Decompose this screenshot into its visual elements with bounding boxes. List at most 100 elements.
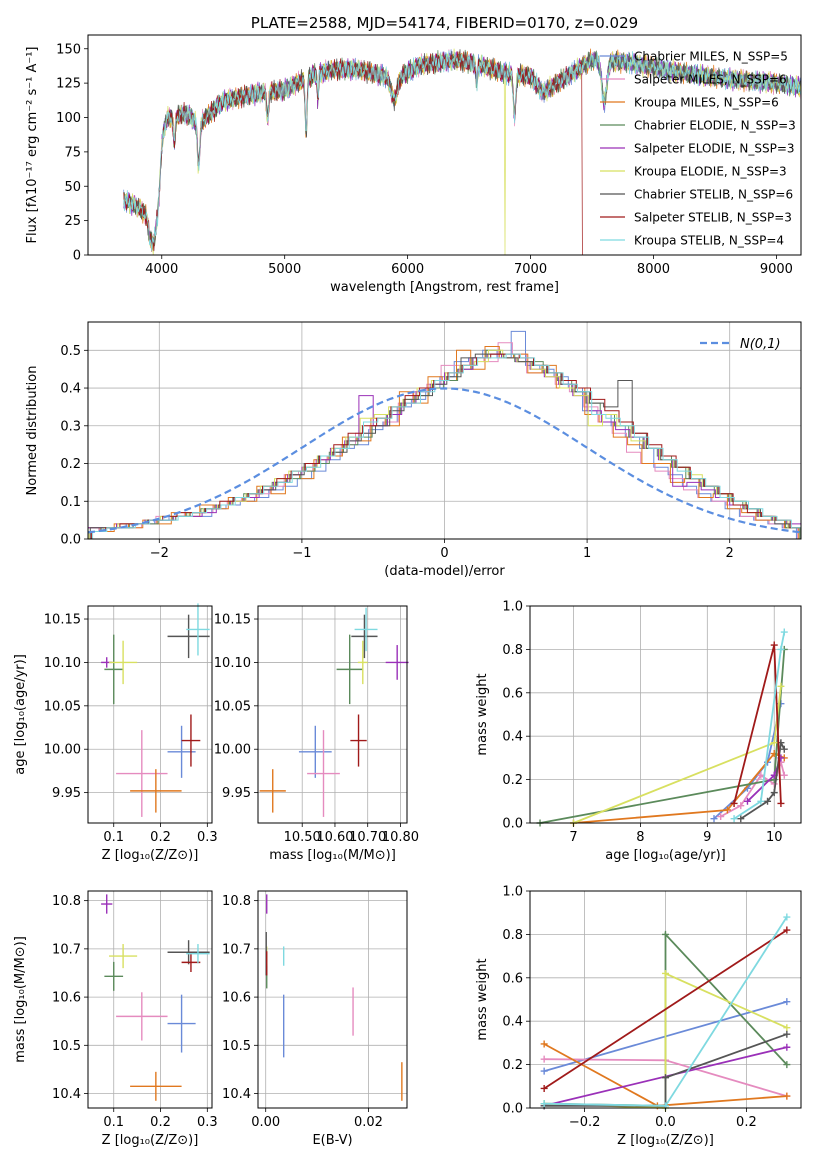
residual_histogram-xtick-label-2: 0: [440, 546, 448, 561]
age_vs_mass-point-salpeter-elodie: [385, 645, 409, 680]
mass_weight_vs_age-ytick-label-3: 0.6: [502, 686, 523, 701]
mass_weight_vs_Z-series-chabrier-stelib-line: [544, 1033, 788, 1107]
mass_weight_vs_age-series-kroupa-stelib: [730, 628, 788, 823]
mass_vs_Z-point-kroupa-miles: [130, 1071, 182, 1101]
spectrum-line-salpeter-stelib: [123, 51, 583, 255]
residual_histogram-ytick-label-1: 0.1: [60, 495, 81, 510]
mass_weight_vs_age-xtick-label-1: 8: [636, 830, 644, 845]
mass_weight_vs_Z-series-chabrier-elodie-marker-2: [662, 930, 669, 938]
residual_histogram-ylabel: Normed distribution: [25, 366, 40, 496]
mass_weight_vs_age-series-salpeter-miles-marker-5: [780, 771, 788, 779]
spectrum-frame: [87, 34, 802, 256]
mass_weight_vs_Z-ytick-label-2: 0.4: [502, 1015, 523, 1030]
mass_weight_vs_Z-series-salpeter-stelib-line: [543, 929, 788, 1090]
mass_vs_ebv-ytick-label-2: 10.6: [222, 991, 251, 1006]
age_vs_mass-ytick-label-4: 10.15: [214, 613, 251, 628]
age_vs_Z-panel: 0.1 0.2 0.3 9.95 10.00 10.05 10.10 10.15 Z [log₁…: [13, 603, 218, 863]
mass_vs_ebv-xtick-label-1: 0.02: [354, 1115, 383, 1130]
age_vs_mass-xtick-label-2: 10.70: [349, 830, 386, 845]
residual_histogram-xtick-label-1: −1: [292, 546, 311, 561]
hist-step-salpeter-miles: [88, 342, 799, 539]
mass_weight_vs_age-series-salpeter-stelib-marker-1: [770, 641, 778, 649]
mass_weight_vs_age-series-salpeter-elodie-marker-0: [743, 797, 751, 805]
mass_weight_vs_Z-series-chabrier-miles-marker-0: [540, 1067, 548, 1075]
mass_vs_ebv-ytick-label-3: 10.7: [222, 942, 251, 957]
mass_weight_vs_Z-series-kroupa-stelib-marker-2: [783, 913, 791, 921]
age_vs_mass-xlabel: mass [log₁₀(M/M⊙)]: [269, 848, 396, 863]
spectrum-ytick-label-6: 150: [56, 42, 81, 57]
spectrum-xtick-label-3: 7000: [514, 262, 547, 277]
residual_histogram-ytick-label-4: 0.4: [60, 382, 81, 397]
spectrum-xtick-label-2: 6000: [391, 262, 424, 277]
mass_weight_vs_age-ytick-label-0: 0.0: [502, 817, 523, 832]
mass_weight_vs_Z-series-chabrier-elodie-marker-3: [783, 1061, 791, 1069]
age_vs_Z-point-chabrier-stelib: [167, 614, 210, 659]
mass_weight_vs_Z-series-salpeter-elodie-marker-1: [783, 1043, 791, 1051]
residual_histogram-xtick-label-0: −2: [150, 546, 169, 561]
mass_weight_vs_Z-ytick-label-0: 0.0: [502, 1102, 523, 1117]
age_vs_mass-point-salpeter-stelib: [350, 714, 367, 767]
hist-step-kroupa-elodie: [88, 349, 801, 539]
mass_vs_ebv-xlabel: E(B-V): [312, 1133, 352, 1148]
mass_weight_vs_Z-series-kroupa-stelib: [540, 913, 791, 1110]
mass_vs_Z-ytick-label-0: 10.4: [52, 1087, 81, 1102]
age_vs_Z-ylabel: age [log₁₀(age/yr)]: [13, 654, 28, 775]
mass_weight_vs_Z-ytick-label-3: 0.6: [502, 971, 523, 986]
age_vs_mass-ytick-label-3: 10.10: [214, 656, 251, 671]
residual_histogram-ytick-label-3: 0.3: [60, 419, 81, 434]
mass_vs_Z-panel: 0.1 0.2 0.3 10.4 10.5 10.6 10.7 10.8 Z [log₁₀(Z/…: [13, 890, 218, 1148]
residual_histogram-ytick-label-0: 0.0: [60, 533, 81, 548]
mass_weight_vs_Z-series-salpeter-stelib-marker-0: [540, 1084, 548, 1092]
mass_vs_Z-xtick-label-0: 0.1: [103, 1115, 124, 1130]
spectrum-lines: [123, 48, 801, 255]
legend-label-kroupa-elodie: Kroupa ELODIE, N_SSP=3: [634, 165, 787, 179]
age_vs_Z-frame: [87, 605, 213, 824]
age_vs_mass-point-chabrier-stelib: [351, 614, 378, 659]
mass_vs_ebv-xtick-label-0: 0.00: [251, 1115, 280, 1130]
mass_weight_vs_age-series-chabrier-stelib-marker-1: [764, 797, 772, 805]
mass_vs_Z-point-kroupa-stelib: [186, 944, 210, 964]
mass_weight_vs_Z-series-kroupa-elodie-marker-2: [662, 969, 669, 977]
mass_weight_vs_Z-series-chabrier-stelib-marker-2: [662, 1074, 669, 1082]
mass_weight_vs_age-series-kroupa-elodie-marker-2: [777, 682, 785, 690]
mass_vs_Z-point-chabrier-miles: [167, 994, 196, 1053]
mass_weight_vs_age-xlabel: age [log₁₀(age/yr)]: [605, 848, 726, 863]
spectrum-title: PLATE=2588, MJD=54174, FIBERID=0170, z=0…: [251, 14, 638, 32]
age_vs_mass-xtick-label-1: 10.60: [316, 830, 353, 845]
spectrum-ytick-label-3: 75: [64, 145, 81, 160]
mass_vs_Z-xtick-label-2: 0.3: [197, 1115, 218, 1130]
mass_weight_vs_age-series-kroupa-stelib-marker-1: [757, 797, 765, 805]
residual_histogram-xtick-label-3: 1: [583, 546, 591, 561]
mass_vs_ebv-frame: [257, 890, 408, 1109]
legend-label-chabrier-miles: Chabrier MILES, N_SSP=5: [634, 50, 788, 64]
mass_weight_vs_Z-series-kroupa-miles-marker-2: [783, 1092, 791, 1100]
age_vs_Z-xtick-label-1: 0.2: [150, 830, 171, 845]
mass_vs_Z-point-salpeter-stelib: [181, 952, 201, 973]
mass_weight_vs_Z-ytick-label-5: 1.0: [502, 885, 523, 900]
mass_weight_vs_age-series-kroupa-stelib-marker-3: [780, 628, 788, 636]
legend-label-salpeter-miles: Salpeter MILES, N_SSP=6: [634, 73, 787, 87]
legend-label-chabrier-elodie: Chabrier ELODIE, N_SSP=3: [634, 119, 796, 133]
spectrum-xtick-label-5: 9000: [760, 262, 793, 277]
spectrum-xtick-label-1: 5000: [268, 262, 301, 277]
age_vs_Z-point-chabrier-elodie: [104, 634, 124, 705]
mass_vs_Z-ytick-label-4: 10.8: [52, 894, 81, 909]
mass_weight_vs_Z-ytick-label-4: 0.8: [502, 928, 523, 943]
mass_vs_Z-frame: [87, 890, 213, 1109]
hist-steps: [88, 330, 801, 539]
age_vs_mass-xtick-label-3: 10.80: [382, 830, 419, 845]
mass_vs_Z-ytick-label-1: 10.5: [52, 1039, 81, 1054]
mass_weight_vs_age-panel: 7 8 9 10 0.0 0.2 0.4 0.6 0.8 1.0 age [log₁₀(age/yr…: [475, 600, 802, 863]
mass_weight_vs_age-ytick-label-2: 0.4: [502, 730, 523, 745]
mass_weight_vs_Z-series-kroupa-stelib-marker-0: [540, 1100, 548, 1108]
mass_weight_vs_Z-series-chabrier-stelib-marker-3: [783, 1030, 791, 1038]
mass_weight_vs_Z-xlabel: Z [log₁₀(Z/Z⊙)]: [617, 1133, 714, 1148]
residual_histogram-xlabel: (data-model)/error: [384, 564, 505, 579]
mass_vs_ebv-panel: 0.00 0.02 10.4 10.5 10.6 10.7 10.8 E(B-V): [222, 890, 408, 1148]
spectrum-line-kroupa-stelib: [123, 50, 801, 251]
mass_weight_vs_age-series-salpeter-miles-marker-1: [737, 802, 745, 810]
mass_weight_vs_age-series-salpeter-miles-marker-2: [757, 771, 765, 779]
spectrum-ytick-label-0: 0: [73, 249, 81, 264]
